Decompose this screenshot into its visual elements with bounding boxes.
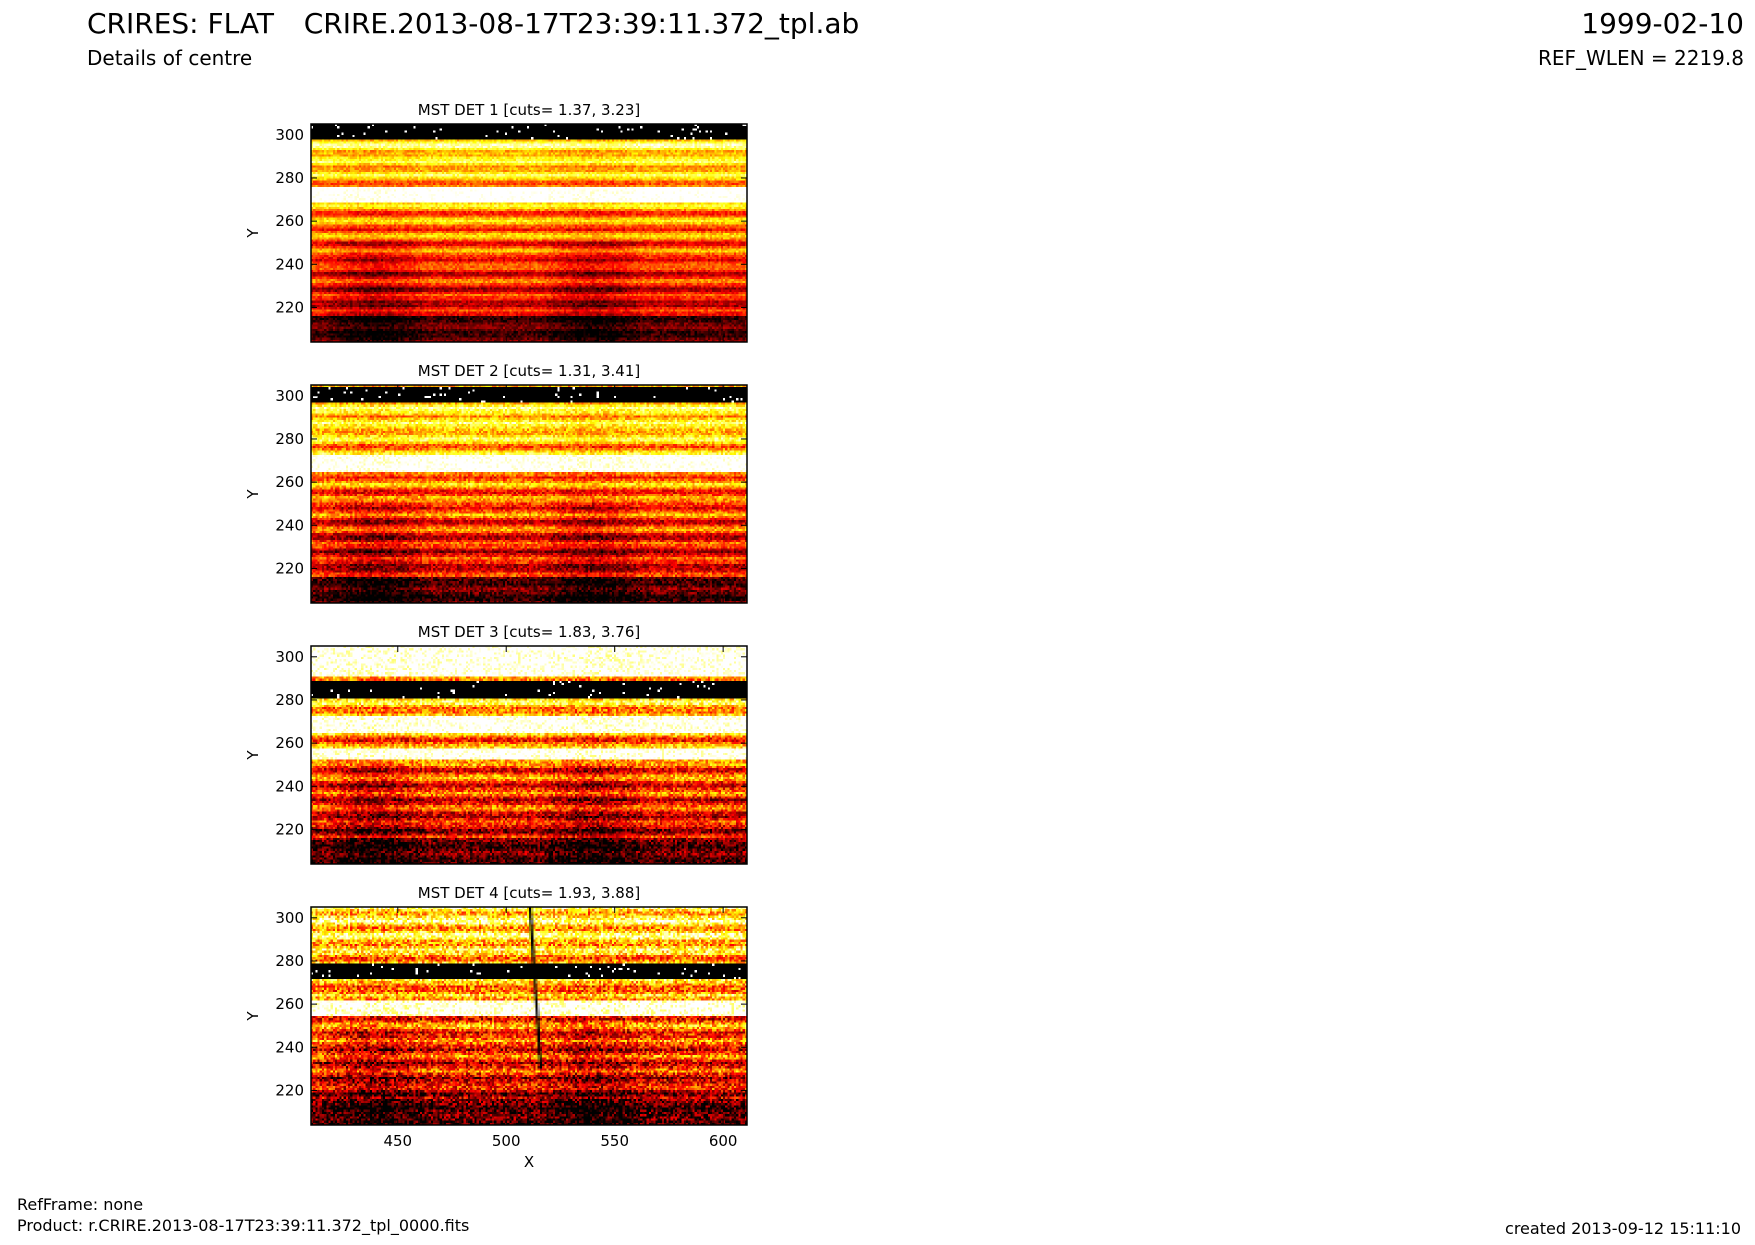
y-tick-label: 280 bbox=[275, 169, 304, 187]
page-title: CRIRES: FLAT bbox=[87, 7, 274, 40]
y-axis-label: Y bbox=[244, 1011, 262, 1022]
y-axis-label: Y bbox=[244, 489, 262, 500]
y-tick-label: 220 bbox=[275, 559, 304, 577]
plot-frame bbox=[310, 906, 748, 1126]
ref-frame-label: RefFrame: none bbox=[17, 1195, 144, 1214]
y-tick-label: 260 bbox=[275, 995, 304, 1013]
plot-frame bbox=[310, 645, 748, 865]
y-tick-label: 240 bbox=[275, 255, 304, 273]
y-tick-label: 260 bbox=[275, 212, 304, 230]
x-tick-label: 500 bbox=[492, 1132, 521, 1150]
x-axis-label: X bbox=[524, 1153, 534, 1171]
heatmap-image bbox=[311, 907, 747, 1125]
panel-title: MST DET 3 [cuts= 1.83, 3.76] bbox=[418, 623, 641, 641]
detector-panel-2: MST DET 2 [cuts= 1.31, 3.41] 220 240 260 280… bbox=[244, 362, 748, 604]
y-tick-label: 300 bbox=[275, 387, 304, 405]
y-tick-label: 300 bbox=[275, 648, 304, 666]
y-tick-label: 220 bbox=[275, 1081, 304, 1099]
panel-title: MST DET 1 [cuts= 1.37, 3.23] bbox=[418, 101, 641, 119]
y-tick-label: 240 bbox=[275, 1038, 304, 1056]
detector-panel-4: MST DET 4 [cuts= 1.93, 3.88] 220 240 260 280… bbox=[244, 884, 748, 1171]
detector-panel-1: MST DET 1 [cuts= 1.37, 3.23] 220 240 260 280… bbox=[244, 101, 748, 343]
ref-wlen-label: REF_WLEN = 2219.8 bbox=[1537, 46, 1744, 70]
created-label: created 2013-09-12 15:11:10 bbox=[1505, 1219, 1741, 1238]
x-tick-label: 600 bbox=[709, 1132, 738, 1150]
panel-title: MST DET 4 [cuts= 1.93, 3.88] bbox=[418, 884, 641, 902]
detector-panel-3: MST DET 3 [cuts= 1.83, 3.76] 220 240 260 280… bbox=[244, 623, 748, 865]
y-tick-label: 300 bbox=[275, 909, 304, 927]
plot-frame bbox=[310, 123, 748, 343]
x-tick-label: 550 bbox=[600, 1132, 629, 1150]
plot-frame bbox=[310, 384, 748, 604]
y-tick-label: 220 bbox=[275, 820, 304, 838]
panel-title: MST DET 2 [cuts= 1.31, 3.41] bbox=[418, 362, 641, 380]
date-label: 1999-02-10 bbox=[1581, 7, 1744, 40]
y-tick-label: 260 bbox=[275, 734, 304, 752]
y-tick-label: 280 bbox=[275, 952, 304, 970]
y-axis-label: Y bbox=[244, 750, 262, 761]
page-subtitle: Details of centre bbox=[87, 46, 253, 70]
y-tick-label: 280 bbox=[275, 691, 304, 709]
file-name: CRIRE.2013-08-17T23:39:11.372_tpl.ab bbox=[303, 7, 860, 40]
y-tick-label: 280 bbox=[275, 430, 304, 448]
y-tick-label: 240 bbox=[275, 516, 304, 534]
x-tick-label: 450 bbox=[383, 1132, 412, 1150]
y-tick-label: 240 bbox=[275, 777, 304, 795]
heatmap-image bbox=[311, 646, 747, 864]
y-tick-label: 220 bbox=[275, 298, 304, 316]
heatmap-image bbox=[311, 124, 747, 342]
product-label: Product: r.CRIRE.2013-08-17T23:39:11.372… bbox=[17, 1216, 470, 1235]
y-tick-label: 260 bbox=[275, 473, 304, 491]
heatmap-image bbox=[311, 385, 747, 603]
y-tick-label: 300 bbox=[275, 126, 304, 144]
y-axis-label: Y bbox=[244, 228, 262, 239]
